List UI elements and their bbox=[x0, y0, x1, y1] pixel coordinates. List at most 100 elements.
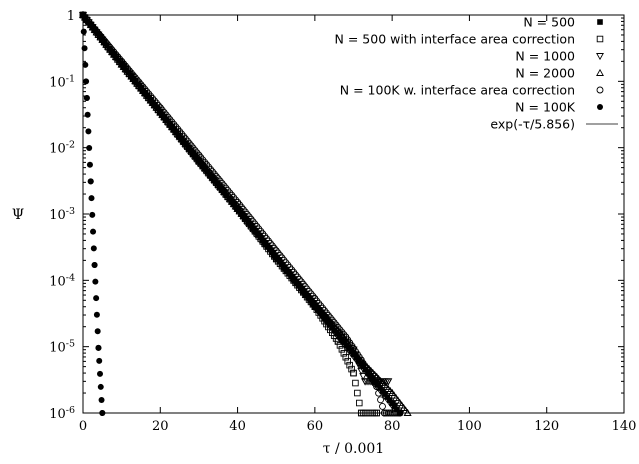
data-point bbox=[90, 245, 97, 252]
ticks-layer: 0 20 40 60 80 100 120 140 1 10-1 10-2 10-3 10-4 10-5 1… bbox=[49, 9, 636, 434]
data-point bbox=[102, 39, 110, 47]
data-point bbox=[185, 139, 193, 147]
y-tick-label: 10-1 bbox=[49, 73, 75, 91]
data-point bbox=[344, 357, 351, 365]
data-point bbox=[85, 128, 92, 135]
data-point bbox=[342, 353, 350, 361]
data-point bbox=[199, 156, 207, 164]
data-point bbox=[230, 194, 238, 202]
data-point bbox=[183, 137, 191, 145]
data-point bbox=[147, 92, 155, 100]
data-point bbox=[321, 307, 328, 315]
data-point bbox=[94, 328, 101, 335]
data-point bbox=[354, 389, 361, 397]
data-point bbox=[224, 187, 232, 194]
y-tick-label: 10-3 bbox=[49, 206, 75, 224]
data-point bbox=[88, 195, 95, 202]
data-point bbox=[303, 285, 311, 293]
data-point bbox=[158, 106, 166, 114]
y-tick-label: 1 bbox=[67, 9, 75, 24]
data-point bbox=[319, 304, 327, 312]
legend-marker bbox=[596, 35, 604, 43]
data-point bbox=[323, 309, 330, 317]
data-point bbox=[176, 128, 184, 135]
data-point bbox=[301, 283, 309, 291]
data-point bbox=[272, 247, 280, 255]
data-point bbox=[86, 161, 93, 168]
data-point bbox=[166, 116, 174, 124]
data-point bbox=[379, 402, 386, 410]
data-point bbox=[346, 361, 353, 369]
data-point bbox=[324, 311, 332, 319]
data-point bbox=[350, 369, 357, 377]
legend-marker bbox=[596, 53, 604, 61]
data-point bbox=[110, 48, 118, 56]
data-point bbox=[388, 388, 397, 396]
data-point bbox=[391, 403, 398, 410]
data-point bbox=[93, 27, 100, 35]
data-point bbox=[361, 363, 369, 371]
data-point bbox=[152, 99, 160, 107]
data-point bbox=[377, 396, 384, 404]
legend: N = 500 N = 500 with interface area corre… bbox=[335, 15, 618, 132]
data-point bbox=[141, 85, 149, 93]
data-point bbox=[315, 299, 323, 307]
data-point bbox=[90, 228, 97, 235]
data-point bbox=[350, 369, 357, 377]
data-point bbox=[336, 326, 344, 334]
data-point bbox=[348, 365, 355, 373]
data-point bbox=[299, 280, 307, 288]
data-point bbox=[313, 297, 321, 305]
data-point bbox=[342, 333, 350, 341]
data-point bbox=[294, 273, 301, 281]
data-point bbox=[212, 172, 220, 180]
legend-label: N = 2000 bbox=[515, 66, 575, 81]
legend-marker bbox=[596, 86, 604, 94]
data-point bbox=[377, 385, 383, 391]
legend-label: exp(-τ/5.856) bbox=[490, 117, 575, 132]
data-point bbox=[85, 18, 93, 26]
x-tick-label: 40 bbox=[229, 419, 246, 434]
data-point bbox=[98, 34, 106, 42]
data-point bbox=[82, 61, 89, 68]
data-point bbox=[143, 88, 151, 95]
data-point bbox=[234, 198, 242, 206]
data-point bbox=[154, 101, 162, 109]
data-point bbox=[317, 302, 325, 310]
data-point bbox=[361, 378, 370, 386]
x-tick-label: 0 bbox=[79, 419, 87, 434]
data-point bbox=[100, 37, 108, 44]
data-point bbox=[160, 109, 168, 116]
data-point bbox=[220, 182, 228, 190]
y-axis-label: Ψ bbox=[12, 207, 24, 223]
data-point bbox=[356, 399, 363, 407]
data-point bbox=[365, 369, 373, 377]
data-point bbox=[288, 266, 296, 274]
data-point bbox=[96, 32, 104, 40]
data-point bbox=[168, 118, 176, 126]
data-point bbox=[207, 165, 214, 173]
data-point bbox=[341, 338, 350, 346]
data-point bbox=[164, 113, 172, 121]
y-tick-label: 10-4 bbox=[49, 272, 75, 290]
data-point bbox=[201, 158, 209, 166]
data-point bbox=[280, 256, 288, 264]
data-point bbox=[95, 30, 102, 37]
data-point bbox=[149, 95, 157, 102]
data-point bbox=[84, 111, 91, 118]
legend-marker bbox=[596, 68, 604, 76]
legend-marker bbox=[597, 19, 603, 25]
legend-label: N = 100K bbox=[515, 100, 576, 115]
data-point bbox=[373, 383, 381, 391]
data-point bbox=[106, 44, 114, 51]
data-point bbox=[108, 46, 116, 54]
legend-marker bbox=[597, 104, 603, 110]
data-point bbox=[81, 45, 88, 52]
data-point bbox=[98, 396, 105, 403]
y-tick-label: 10-6 bbox=[49, 405, 75, 423]
data-point bbox=[338, 346, 346, 353]
data-point bbox=[334, 338, 342, 345]
data-point bbox=[203, 161, 211, 169]
data-point bbox=[334, 323, 342, 331]
data-point bbox=[92, 278, 99, 285]
